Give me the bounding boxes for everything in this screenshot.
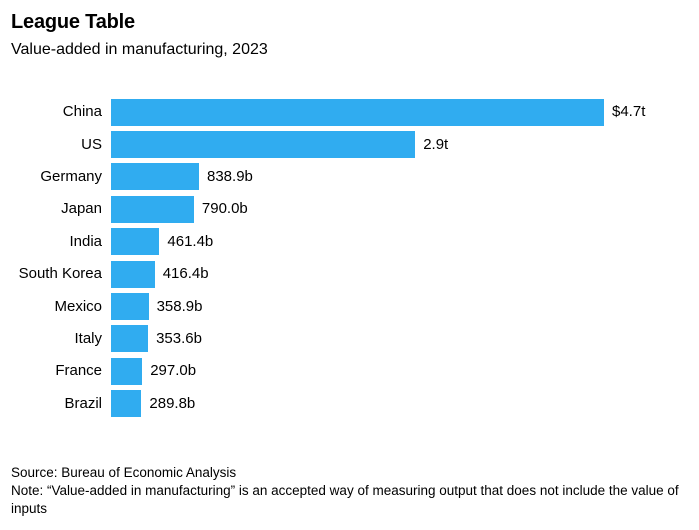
chart-row: China $4.7t — [0, 96, 699, 128]
chart-row: Mexico 358.9b — [0, 290, 699, 322]
value-label: $4.7t — [612, 103, 646, 121]
chart-row: France 297.0b — [0, 355, 699, 387]
category-label: Mexico — [54, 297, 102, 315]
bar — [111, 260, 155, 288]
value-label: 353.6b — [156, 329, 202, 347]
bar — [111, 163, 199, 191]
category-label: China — [62, 103, 102, 121]
bar — [111, 228, 160, 256]
category-label: Germany — [40, 167, 102, 185]
chart-row: Japan 790.0b — [0, 193, 699, 225]
value-label: 2.9t — [423, 135, 449, 153]
category-label: US — [81, 135, 102, 153]
bar — [111, 195, 194, 223]
category-label: India — [69, 232, 102, 250]
bar — [111, 293, 149, 321]
category-label: Japan — [61, 200, 102, 218]
bar — [111, 390, 142, 418]
bar-chart: China $4.7t US 2.9t Germany 838.9b Japan 790.0b… — [0, 96, 699, 420]
value-label: 790.0b — [201, 200, 248, 218]
category-label: South Korea — [18, 265, 102, 283]
category-label: France — [55, 362, 102, 380]
methodology-note: Note: “Value-added in manufacturing” is … — [11, 483, 679, 516]
chart-title: League Table — [11, 11, 135, 33]
bar — [111, 357, 143, 385]
bar — [111, 325, 149, 353]
category-label: Italy — [74, 329, 102, 347]
bar — [111, 131, 416, 159]
category-label: Brazil — [64, 394, 102, 412]
chart-row: South Korea 416.4b — [0, 258, 699, 290]
value-label: 416.4b — [162, 265, 209, 283]
value-label: 838.9b — [207, 167, 253, 185]
chart-subtitle: Value-added in manufacturing, 2023 — [11, 41, 268, 58]
chart-footer: Source: Bureau of Economic Analysis Note… — [11, 464, 687, 518]
chart-row: India 461.4b — [0, 226, 699, 258]
chart-row: Brazil 289.8b — [0, 388, 699, 420]
value-label: 358.9b — [156, 297, 203, 315]
bar — [111, 98, 604, 126]
chart-row: US 2.9t — [0, 128, 699, 160]
chart-row: Germany 838.9b — [0, 161, 699, 193]
source-note: Source: Bureau of Economic Analysis — [11, 465, 237, 480]
chart-row: Italy 353.6b — [0, 323, 699, 355]
value-label: 297.0b — [150, 362, 197, 380]
value-label: 461.4b — [167, 232, 214, 250]
value-label: 289.8b — [149, 394, 196, 412]
